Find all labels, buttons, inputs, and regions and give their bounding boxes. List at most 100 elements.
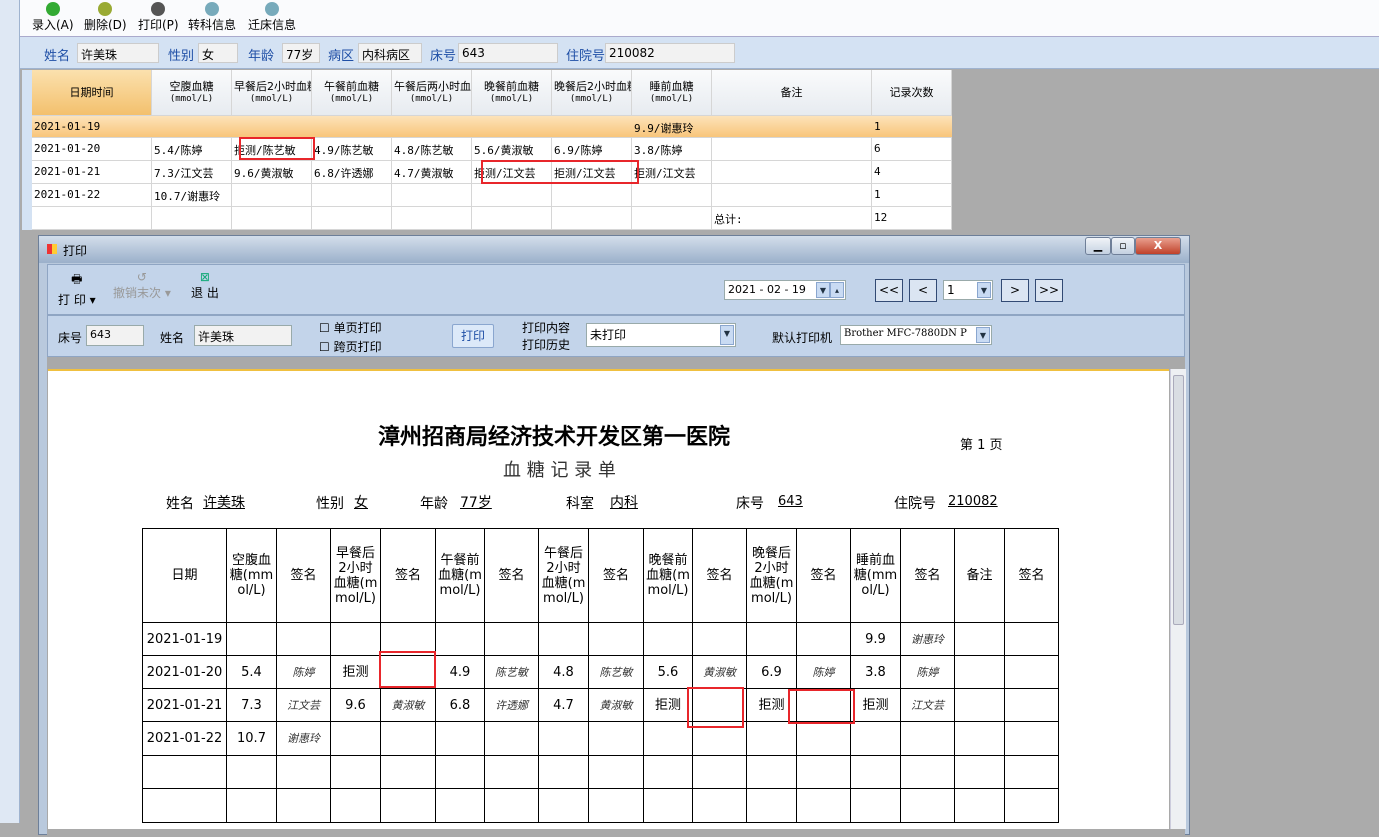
single-page-checkbox[interactable]: ☐ 单页打印: [319, 321, 382, 335]
grid-cell[interactable]: 4: [872, 161, 952, 184]
grid-header[interactable]: 日期时间: [32, 70, 152, 116]
page-select[interactable]: 1 ▼: [943, 280, 993, 300]
grid-header[interactable]: 午餐后两小时血糖(mmol/L): [392, 70, 472, 116]
ward-field[interactable]: 内科病区: [358, 43, 422, 63]
grid-cell[interactable]: [232, 116, 312, 138]
grid-cell[interactable]: [152, 207, 232, 230]
minimize-button[interactable]: ▁: [1085, 237, 1111, 255]
grid-cell[interactable]: 4.7/黄淑敏: [392, 161, 472, 184]
grid-cell[interactable]: 4.9/陈艺敏: [312, 138, 392, 161]
chevron-down-icon[interactable]: ▼: [816, 282, 830, 298]
chevron-down-icon[interactable]: ▼: [977, 282, 991, 298]
grid-cell[interactable]: 6.9/陈婷: [552, 138, 632, 161]
age-field[interactable]: 77岁: [282, 43, 320, 63]
grid-cell[interactable]: [712, 184, 872, 207]
grid-header[interactable]: 睡前血糖 (mmol/L): [632, 70, 712, 116]
print-tool-button[interactable]: 🖶 打 印 ▾: [58, 272, 96, 307]
toolbar-button-4[interactable]: 迁床信息: [248, 2, 296, 33]
grid-cell[interactable]: 1: [872, 116, 952, 138]
grid-cell[interactable]: 4.8/陈艺敏: [392, 138, 472, 161]
name-value: 许美珠: [203, 495, 245, 511]
grid-cell[interactable]: 总计:: [712, 207, 872, 230]
chevron-down-icon[interactable]: ▼: [720, 325, 734, 345]
bed-field[interactable]: 643: [458, 43, 558, 63]
first-page-button[interactable]: <<: [875, 279, 903, 302]
name-field[interactable]: 许美珠: [194, 325, 292, 346]
grid-cell[interactable]: [472, 184, 552, 207]
grid-cell[interactable]: 2021-01-22: [32, 184, 152, 207]
print-button[interactable]: 打印: [452, 324, 494, 348]
grid-header[interactable]: 早餐后2小时血糖 (mmol/L): [232, 70, 312, 116]
grid-header[interactable]: 午餐前血糖 (mmol/L): [312, 70, 392, 116]
signature: [1004, 755, 1059, 789]
grid-cell[interactable]: [312, 184, 392, 207]
chevron-down-icon[interactable]: ▼: [976, 327, 990, 343]
close-button[interactable]: X: [1135, 237, 1181, 255]
exit-button[interactable]: ⊠ 退 出: [191, 270, 219, 301]
grid-cell[interactable]: 6: [872, 138, 952, 161]
grid-cell[interactable]: 12: [872, 207, 952, 230]
grid-cell[interactable]: 拒测/陈艺敏: [232, 138, 312, 161]
grid-cell[interactable]: 5.4/陈婷: [152, 138, 232, 161]
grid-cell[interactable]: 2021-01-21: [32, 161, 152, 184]
prev-page-button[interactable]: <: [909, 279, 937, 302]
toolbar-button-0[interactable]: 录入(A): [32, 2, 74, 33]
grid-header[interactable]: 晚餐前血糖 (mmol/L): [472, 70, 552, 116]
sex-field[interactable]: 女: [198, 43, 238, 63]
vertical-scrollbar[interactable]: [1170, 369, 1186, 829]
next-page-button[interactable]: >: [1001, 279, 1029, 302]
grid-header[interactable]: 备注: [712, 70, 872, 116]
grid-cell[interactable]: 2021-01-20: [32, 138, 152, 161]
grid-cell[interactable]: [472, 116, 552, 138]
cross-page-checkbox[interactable]: ☐ 跨页打印: [319, 340, 382, 354]
last-page-button[interactable]: >>: [1035, 279, 1063, 302]
grid-cell[interactable]: [232, 184, 312, 207]
grid-cell[interactable]: 10.7/谢惠玲: [152, 184, 232, 207]
grid-cell[interactable]: [392, 207, 472, 230]
grid-cell[interactable]: [552, 184, 632, 207]
grid-cell[interactable]: [232, 207, 312, 230]
grid-cell[interactable]: 2021-01-19: [32, 116, 152, 138]
grid-cell[interactable]: [552, 207, 632, 230]
grid-cell[interactable]: [152, 116, 232, 138]
grid-cell[interactable]: 拒测/江文芸: [632, 161, 712, 184]
grid-header[interactable]: 晚餐后2小时血糖 (mmol/L): [552, 70, 632, 116]
table-header: 早餐后2小时血糖(mmol/L): [330, 528, 381, 623]
grid-cell[interactable]: 5.6/黄淑敏: [472, 138, 552, 161]
grid-cell[interactable]: [312, 207, 392, 230]
grid-cell[interactable]: 7.3/江文芸: [152, 161, 232, 184]
grid-cell[interactable]: [552, 116, 632, 138]
grid-cell[interactable]: 3.8/陈婷: [632, 138, 712, 161]
grid-cell[interactable]: [392, 116, 472, 138]
undo-button[interactable]: ↺ 撤销末次 ▾: [113, 270, 171, 300]
signature: [900, 788, 955, 823]
toolbar-button-3[interactable]: 转科信息: [188, 2, 236, 33]
grid-cell[interactable]: 6.8/许透娜: [312, 161, 392, 184]
toolbar-button-1[interactable]: 删除(D): [84, 2, 127, 33]
print-content-select[interactable]: 未打印 ▼: [586, 323, 736, 347]
grid-header[interactable]: 空腹血糖 (mmol/L): [152, 70, 232, 116]
grid-cell[interactable]: [312, 116, 392, 138]
printer-select[interactable]: Brother MFC-7880DN P ▼: [840, 325, 992, 345]
grid-header[interactable]: 记录次数: [872, 70, 952, 116]
signature: 陈艺敏: [484, 655, 539, 689]
grid-cell[interactable]: [632, 207, 712, 230]
grid-cell[interactable]: [712, 161, 872, 184]
grid-cell[interactable]: [712, 116, 872, 138]
toolbar-button-2[interactable]: 打印(P): [138, 2, 179, 33]
scroll-thumb[interactable]: [1173, 375, 1184, 625]
name-field[interactable]: 许美珠: [77, 43, 159, 63]
date-picker[interactable]: 2021 - 02 - 19 ▼ ▴: [724, 280, 846, 300]
grid-cell[interactable]: 9.9/谢惠玲: [632, 116, 712, 138]
bed-field[interactable]: 643: [86, 325, 144, 346]
grid-cell[interactable]: [632, 184, 712, 207]
maximize-button[interactable]: ▫: [1111, 237, 1135, 255]
grid-cell[interactable]: [472, 207, 552, 230]
inpatient-field[interactable]: 210082: [605, 43, 735, 63]
grid-cell[interactable]: [712, 138, 872, 161]
grid-cell[interactable]: [392, 184, 472, 207]
grid-cell[interactable]: 1: [872, 184, 952, 207]
spin-icon[interactable]: ▴: [830, 282, 844, 298]
grid-cell[interactable]: 9.6/黄淑敏: [232, 161, 312, 184]
grid-cell[interactable]: [32, 207, 152, 230]
